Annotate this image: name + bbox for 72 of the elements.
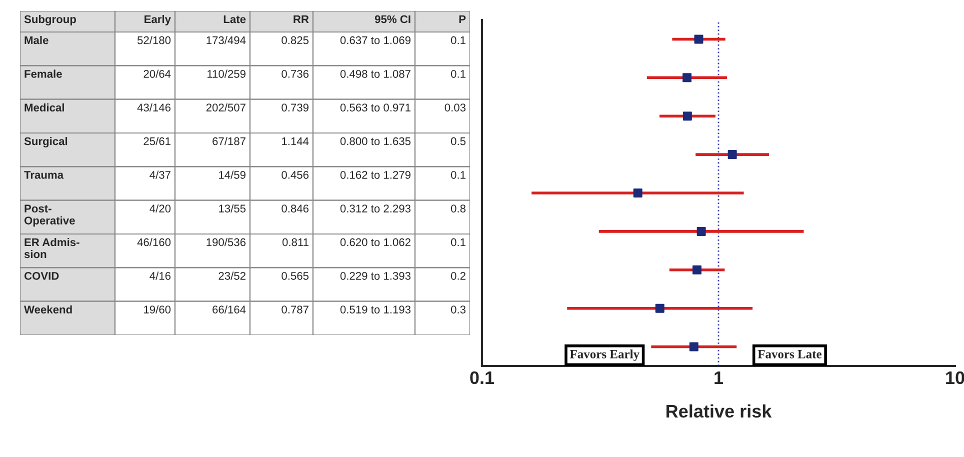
text: 0.811 xyxy=(282,238,308,246)
category-label: Post- Operative xyxy=(24,204,75,227)
text: 110/259 xyxy=(208,70,246,78)
text: 46/160 xyxy=(137,238,171,246)
text: 202/507 xyxy=(206,103,246,112)
category-label: Male xyxy=(24,36,48,44)
text: 0.312 to 2.293 xyxy=(340,204,411,212)
point xyxy=(692,265,702,274)
text: 0.5 xyxy=(450,137,466,146)
text: 0.162 to 1.279 xyxy=(340,170,410,179)
annotation: Favors Early xyxy=(570,350,640,361)
text: Subgroup xyxy=(24,15,76,26)
text: 0.2 xyxy=(450,272,466,280)
text: 23/52 xyxy=(218,272,246,280)
text: 14/59 xyxy=(219,170,246,179)
category-label: Weekend xyxy=(24,305,72,314)
text: 0.498 to 1.087 xyxy=(340,70,410,78)
text: 0.563 to 0.971 xyxy=(340,104,410,112)
category-label: COVID xyxy=(24,272,59,280)
text: 0.637 to 1.069 xyxy=(340,36,410,44)
category-label: Medical xyxy=(24,103,64,112)
text: 0.736 xyxy=(282,70,309,78)
category-label: Early xyxy=(144,15,171,26)
text: 0.846 xyxy=(282,204,309,212)
point xyxy=(655,304,664,313)
text: 0.800 to 1.635 xyxy=(340,137,411,146)
category-label: Female xyxy=(24,70,62,78)
text: 25/61 xyxy=(144,137,170,146)
text: 0.1 xyxy=(450,170,466,179)
category-label: ER Admis- sion xyxy=(24,238,80,258)
text: 0.739 xyxy=(282,104,308,112)
x-axis-title: Relative risk xyxy=(666,404,772,418)
text: 0.1 xyxy=(450,36,466,44)
text: 0.03 xyxy=(444,104,466,112)
text: 0.1 xyxy=(450,238,466,246)
text: 190/536 xyxy=(206,238,246,246)
point xyxy=(694,34,704,44)
text: 0.3 xyxy=(450,306,466,314)
text: 20/64 xyxy=(144,70,171,78)
text: 67/187 xyxy=(212,137,246,146)
annotation: Favors Late xyxy=(758,350,822,358)
text: 1.144 xyxy=(282,137,309,146)
x-tick-label: 0.1 xyxy=(470,371,494,384)
text: 0.825 xyxy=(282,36,309,44)
point xyxy=(696,226,706,236)
text: 66/164 xyxy=(212,305,246,314)
category-label: Late xyxy=(224,15,246,24)
text: 43/146 xyxy=(137,103,171,112)
text: 0.787 xyxy=(282,306,308,314)
text: 0.1 xyxy=(450,70,466,78)
x-tick-label: 1 xyxy=(714,372,724,384)
text: 0.8 xyxy=(450,204,466,212)
text: 0.456 xyxy=(282,170,309,179)
point xyxy=(682,112,692,121)
text: 0.565 xyxy=(282,272,309,280)
text: 13/55 xyxy=(219,204,246,212)
category-label: 95% CI xyxy=(374,15,410,24)
text: 0.620 to 1.062 xyxy=(340,238,410,246)
category-label: Surgical xyxy=(24,137,68,148)
text: 173/494 xyxy=(206,36,246,44)
text: 52/180 xyxy=(137,36,171,44)
text: 4/20 xyxy=(150,204,171,212)
category-label: Trauma xyxy=(24,171,64,179)
point xyxy=(689,342,698,352)
category-label: RR xyxy=(294,15,309,24)
text: 0.229 to 1.393 xyxy=(340,272,411,280)
text: 19/60 xyxy=(144,305,171,314)
text: 4/37 xyxy=(150,170,170,179)
text: 4/16 xyxy=(150,272,171,280)
category-label: P xyxy=(459,15,466,24)
x-tick-label: 10 xyxy=(946,371,964,384)
text: 0.519 to 1.193 xyxy=(340,306,411,314)
